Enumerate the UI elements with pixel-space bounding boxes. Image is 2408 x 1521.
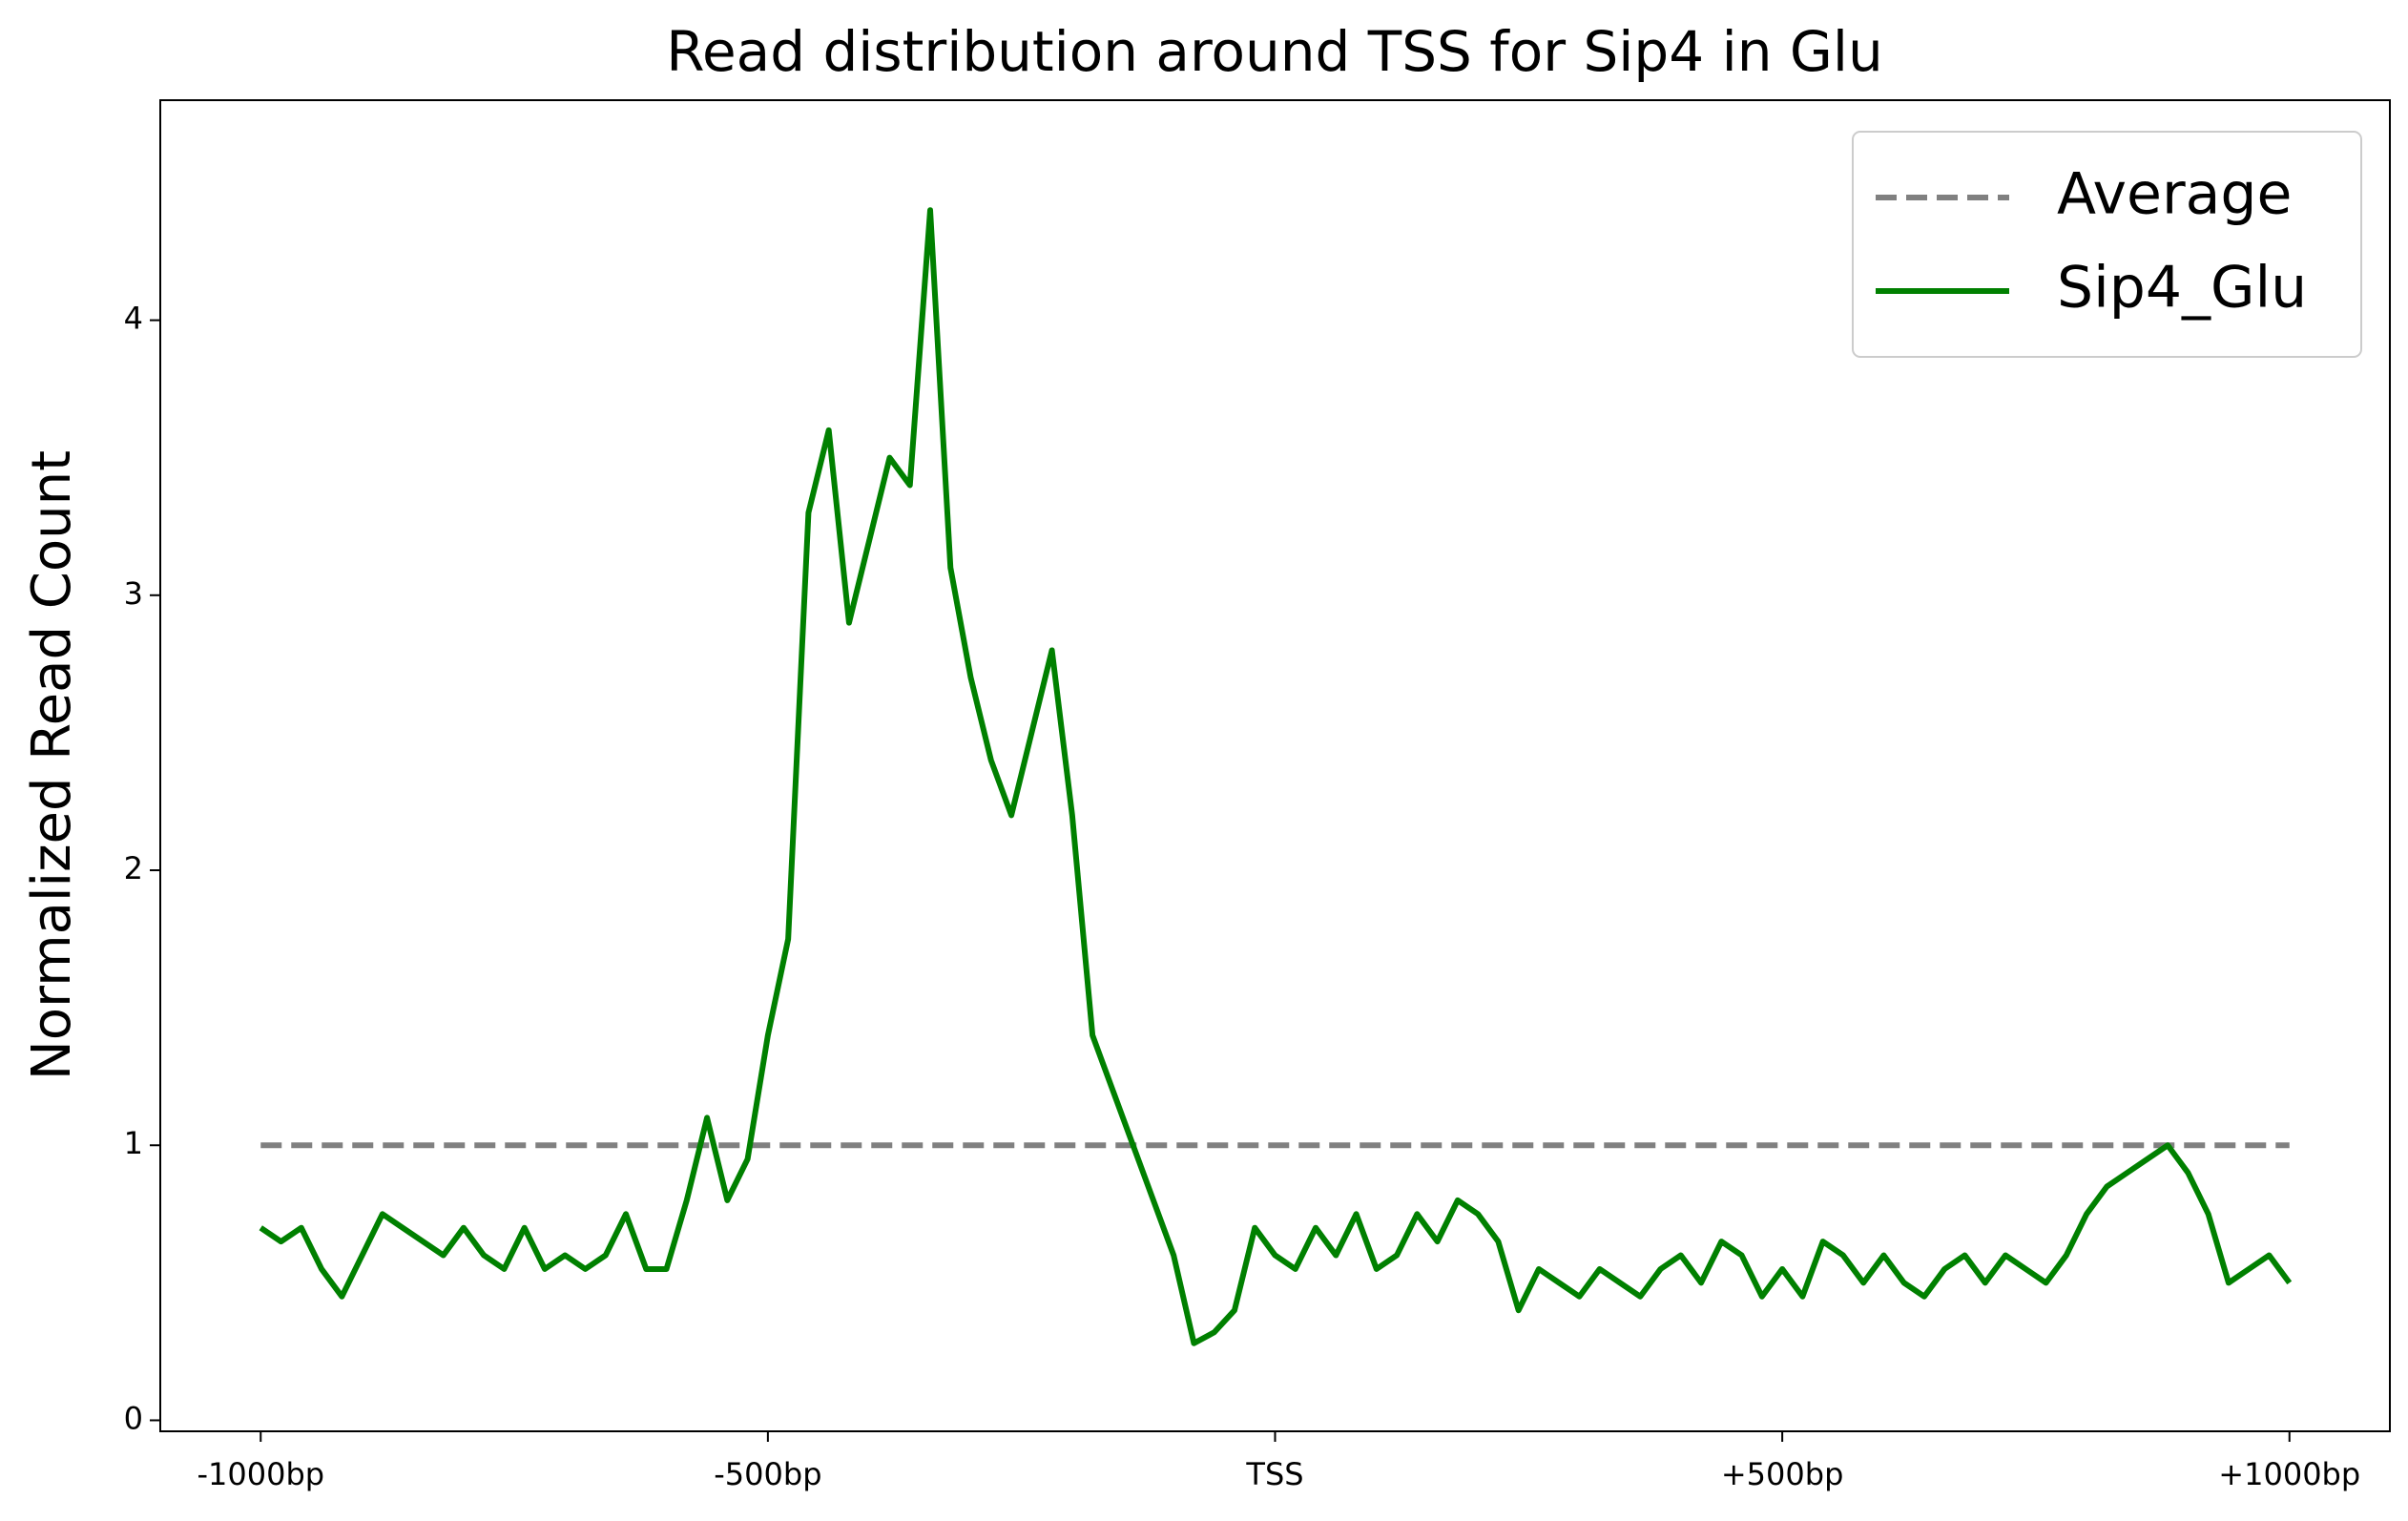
x-tick-label: -1000bp	[197, 1456, 324, 1492]
x-tick-label: +1000bp	[2218, 1456, 2360, 1492]
plot-frame	[159, 99, 2391, 1432]
x-tick-label: TSS	[1245, 1456, 1303, 1492]
legend-label: Average	[2057, 161, 2292, 228]
y-tick-label: 4	[124, 301, 143, 337]
data-line	[259, 207, 2293, 1346]
y-axis-label: Normalized Read Count	[21, 450, 83, 1080]
legend-box	[1852, 131, 2362, 358]
y-tick-label: 0	[124, 1400, 143, 1436]
legend-label: Sip4_Glu	[2057, 255, 2307, 322]
chart-title: Read distribution around TSS for Sip4 in…	[666, 19, 1882, 84]
y-tick-label: 2	[124, 850, 143, 886]
x-tick-label: -500bp	[714, 1456, 821, 1492]
y-tick-label: 3	[124, 575, 143, 612]
y-tick-label: 1	[124, 1125, 143, 1161]
x-tick-label: +500bp	[1721, 1456, 1844, 1492]
